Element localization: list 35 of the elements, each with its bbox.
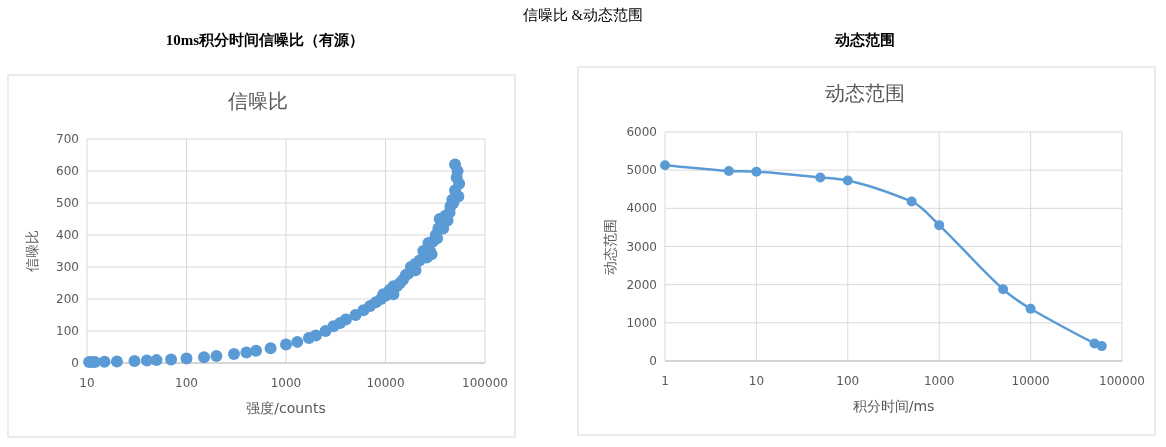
x-tick-label: 10: [748, 374, 765, 388]
x-tick-label: 100000: [1099, 374, 1145, 388]
y-tick-label: 4000: [626, 201, 657, 216]
y-tick-label: 700: [56, 132, 79, 146]
y-tick-label: 6000: [626, 125, 657, 139]
y-tick-label: 0: [71, 356, 79, 370]
x-tick-label: 10000: [366, 376, 405, 390]
y-tick-label: 200: [56, 292, 79, 306]
y-tick-label: 1000: [626, 315, 657, 330]
y-axis-title: 动态范围: [602, 218, 618, 275]
y-tick-label: 3000: [626, 239, 657, 254]
y-axis-title: 信噪比: [24, 230, 40, 272]
y-tick-label: 100: [56, 324, 79, 338]
text: 动态范围: [834, 32, 895, 48]
x-tick-label: 100000: [462, 376, 508, 390]
x-tick-label: 10: [79, 376, 95, 390]
text: 10ms积分时间信噪比（有源）: [165, 32, 365, 48]
y-tick-label: 2000: [626, 277, 657, 292]
chart-title: 动态范围: [825, 81, 905, 105]
text: 信噪比 &动态范围: [522, 7, 644, 23]
x-tick-label: 10000: [1011, 374, 1050, 388]
y-tick-label: 5000: [626, 163, 657, 178]
y-tick-label: 0: [649, 354, 657, 368]
x-tick-label: 1000: [270, 376, 302, 390]
y-tick-label: 500: [56, 196, 79, 210]
y-tick-label: 400: [56, 228, 79, 242]
x-tick-label: 1000: [923, 374, 955, 388]
x-axis-title: 积分时间/ms: [852, 398, 935, 414]
x-tick-label: 100: [836, 374, 860, 388]
chart-title: 信噪比: [228, 89, 288, 113]
y-tick-label: 600: [56, 164, 79, 178]
x-tick-label: 1: [661, 374, 669, 388]
x-axis-title: 强度/counts: [246, 400, 326, 416]
x-tick-label: 100: [175, 376, 198, 390]
y-tick-label: 300: [56, 260, 79, 274]
